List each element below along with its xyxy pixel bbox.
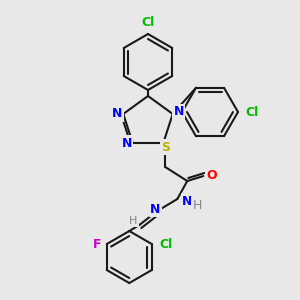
Text: H: H [193, 199, 202, 212]
Text: Cl: Cl [141, 16, 154, 28]
Text: N: N [182, 194, 193, 208]
Text: O: O [206, 169, 217, 182]
Text: N: N [112, 107, 122, 121]
Text: Cl: Cl [159, 238, 172, 250]
Text: F: F [92, 238, 101, 250]
Text: N: N [150, 202, 160, 215]
Text: N: N [122, 136, 132, 149]
Text: Cl: Cl [245, 106, 259, 118]
Text: N: N [173, 106, 184, 118]
Text: S: S [161, 140, 170, 154]
Text: H: H [129, 216, 137, 226]
